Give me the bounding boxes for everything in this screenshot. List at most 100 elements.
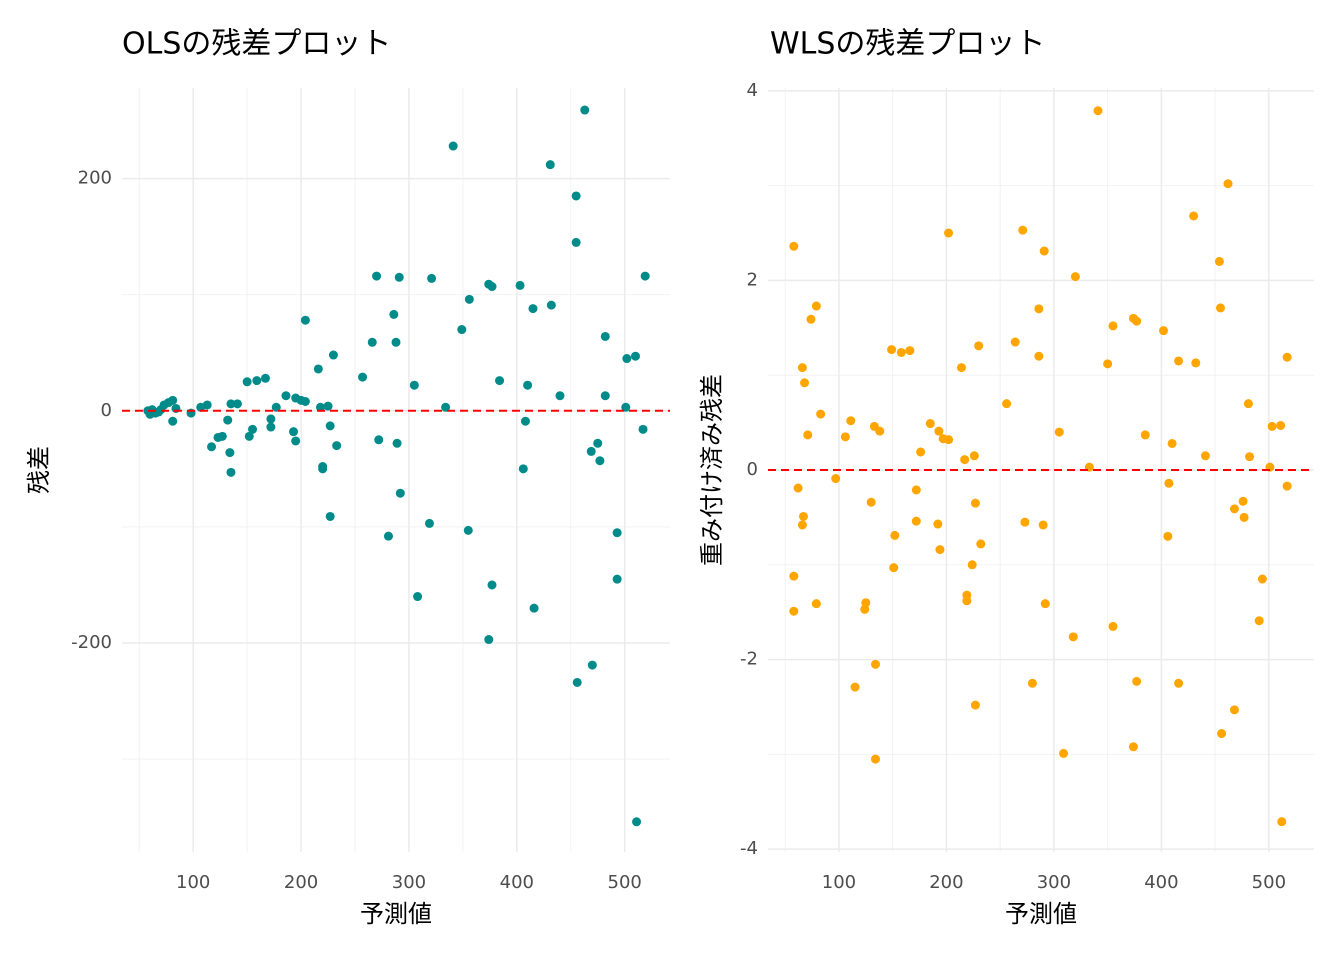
point <box>889 563 899 573</box>
x-axis-title: 予測値 <box>1005 900 1077 928</box>
point <box>1174 678 1184 688</box>
point <box>223 415 233 425</box>
point <box>934 426 944 436</box>
point <box>571 237 581 247</box>
point <box>374 435 384 445</box>
point <box>1254 616 1264 626</box>
point <box>226 399 236 409</box>
point <box>207 442 217 452</box>
point <box>367 337 377 347</box>
x-tick-label: 100 <box>176 872 210 893</box>
point <box>271 402 281 412</box>
point <box>586 446 596 456</box>
point <box>281 391 291 401</box>
point <box>1020 517 1030 527</box>
x-tick-label: 500 <box>1252 872 1286 893</box>
chart-title: WLSの残差プロット <box>770 27 1045 62</box>
y-axis-title: 重み付け済み残差 <box>698 374 726 566</box>
point <box>1214 256 1224 266</box>
point <box>266 422 276 432</box>
point <box>632 817 642 827</box>
point <box>789 571 799 581</box>
point <box>840 432 850 442</box>
point <box>545 160 555 170</box>
point <box>600 391 610 401</box>
point <box>572 677 582 687</box>
point <box>1108 621 1118 631</box>
point <box>1027 678 1037 688</box>
point <box>1018 225 1028 235</box>
y-tick-label: 200 <box>78 168 112 189</box>
point <box>315 402 325 412</box>
point <box>1163 531 1173 541</box>
point <box>1200 451 1210 461</box>
point <box>1140 430 1150 440</box>
point <box>383 531 393 541</box>
point <box>846 416 856 426</box>
point <box>413 592 423 602</box>
point <box>593 438 603 448</box>
point <box>935 545 945 555</box>
point <box>580 105 590 115</box>
x-axis-title: 予測値 <box>360 900 432 928</box>
point <box>638 424 648 434</box>
point <box>797 520 807 530</box>
point <box>1282 481 1292 491</box>
point <box>944 228 954 238</box>
point <box>925 419 935 429</box>
point <box>260 373 270 383</box>
chart-title: OLSの残差プロット <box>122 27 391 62</box>
point <box>1239 512 1249 522</box>
x-tick-label: 400 <box>500 872 534 893</box>
point <box>896 347 906 357</box>
point <box>793 483 803 493</box>
point <box>427 273 437 283</box>
point <box>332 441 342 451</box>
x-tick-label: 200 <box>929 872 963 893</box>
point <box>933 519 943 529</box>
point <box>621 402 631 412</box>
point <box>1174 356 1184 366</box>
point <box>887 345 897 355</box>
point <box>1038 520 1048 530</box>
point <box>956 363 966 373</box>
point <box>911 516 921 526</box>
point <box>905 346 915 356</box>
point <box>289 427 299 437</box>
point <box>612 528 622 538</box>
y-tick-label: 0 <box>101 400 112 421</box>
point <box>495 376 505 386</box>
point <box>870 659 880 669</box>
point <box>424 518 434 528</box>
point <box>300 396 310 406</box>
point <box>1103 359 1113 369</box>
point <box>168 416 178 426</box>
point <box>969 451 979 461</box>
point <box>870 754 880 764</box>
point <box>960 455 970 465</box>
point <box>1245 452 1255 462</box>
point <box>487 580 497 590</box>
point <box>1128 742 1138 752</box>
point <box>811 301 821 311</box>
point <box>944 435 954 445</box>
point <box>831 474 841 484</box>
point <box>640 271 650 281</box>
point <box>911 485 921 495</box>
x-tick-label: 300 <box>392 872 426 893</box>
y-axis-title: 残差 <box>25 446 53 494</box>
point <box>225 448 235 458</box>
point <box>395 488 405 498</box>
point <box>1093 106 1103 116</box>
x-tick-label: 100 <box>822 872 856 893</box>
point <box>1054 427 1064 437</box>
point <box>1167 438 1177 448</box>
point <box>358 372 368 382</box>
point <box>875 426 885 436</box>
point <box>528 304 538 314</box>
point <box>587 660 597 670</box>
y-tick-label: 2 <box>747 269 758 290</box>
point <box>202 400 212 410</box>
